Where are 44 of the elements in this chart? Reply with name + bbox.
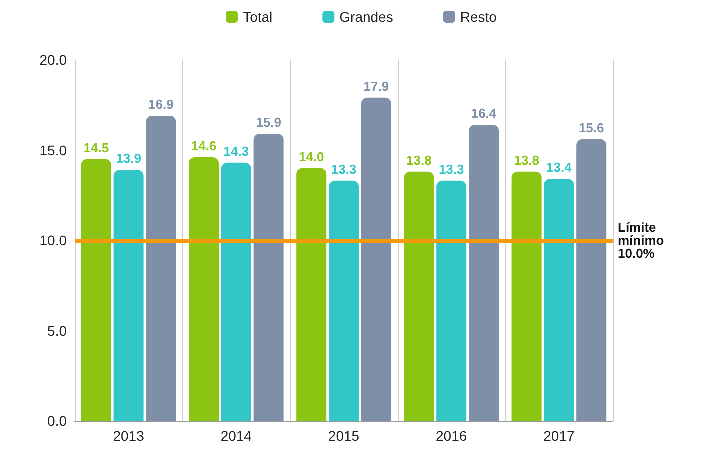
data-label: 14.3 <box>224 144 250 159</box>
bar <box>114 170 144 421</box>
y-tick-label: 20.0 <box>40 52 68 68</box>
bar <box>221 162 252 421</box>
bar <box>254 134 284 421</box>
x-tick-label: 2013 <box>113 428 145 444</box>
bar <box>404 172 434 421</box>
data-label: 14.0 <box>298 149 324 164</box>
y-tick-label: 5.0 <box>48 322 68 339</box>
x-tick-label: 2016 <box>436 428 468 444</box>
bar <box>296 168 327 421</box>
y-tick-label: 15.0 <box>40 142 68 158</box>
bar <box>146 116 176 421</box>
bar <box>544 179 574 421</box>
x-tick-label: 2014 <box>220 428 252 444</box>
bar <box>81 159 112 421</box>
data-label: 13.9 <box>116 151 142 166</box>
data-label: 16.9 <box>148 96 174 112</box>
data-label: 13.8 <box>406 152 432 168</box>
data-label: 14.5 <box>84 140 110 156</box>
bar <box>436 180 467 421</box>
legend-label: Resto <box>460 9 498 25</box>
legend-label: Grandes <box>340 9 394 25</box>
x-tick-label: 2015 <box>328 428 360 444</box>
bar <box>576 139 607 421</box>
data-label: 13.4 <box>546 160 573 176</box>
data-label: 17.9 <box>364 78 390 94</box>
y-tick-label: 0.0 <box>48 413 68 429</box>
bar <box>512 172 542 421</box>
legend-label: Total <box>243 9 273 25</box>
data-label: 13.3 <box>438 162 464 177</box>
data-label: 13.8 <box>514 152 540 168</box>
bar <box>361 98 392 421</box>
bar <box>469 124 499 421</box>
data-label: 13.3 <box>331 162 357 177</box>
y-tick-label: 10.0 <box>40 232 68 248</box>
data-label: 14.6 <box>191 138 217 154</box>
x-tick-label: 2017 <box>544 428 575 444</box>
ref-line-label: Límite mínimo 10.0% <box>618 220 668 261</box>
data-label: 15.9 <box>256 115 282 130</box>
data-label: 15.6 <box>578 120 604 136</box>
bar <box>189 157 219 421</box>
data-label: 16.4 <box>471 106 498 121</box>
bar <box>329 180 359 421</box>
